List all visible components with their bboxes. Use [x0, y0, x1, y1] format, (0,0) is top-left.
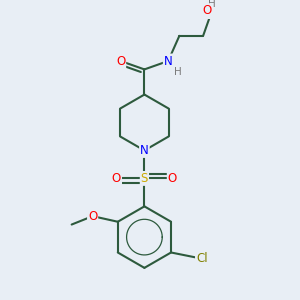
- Text: Cl: Cl: [196, 252, 208, 265]
- Text: H: H: [174, 67, 182, 77]
- Text: O: O: [168, 172, 177, 185]
- Text: O: O: [88, 210, 97, 223]
- Text: O: O: [112, 172, 121, 185]
- Text: O: O: [116, 55, 125, 68]
- Text: S: S: [141, 172, 148, 185]
- Text: N: N: [164, 55, 172, 68]
- Text: O: O: [203, 4, 212, 17]
- Text: H: H: [208, 0, 215, 9]
- Text: N: N: [140, 144, 149, 157]
